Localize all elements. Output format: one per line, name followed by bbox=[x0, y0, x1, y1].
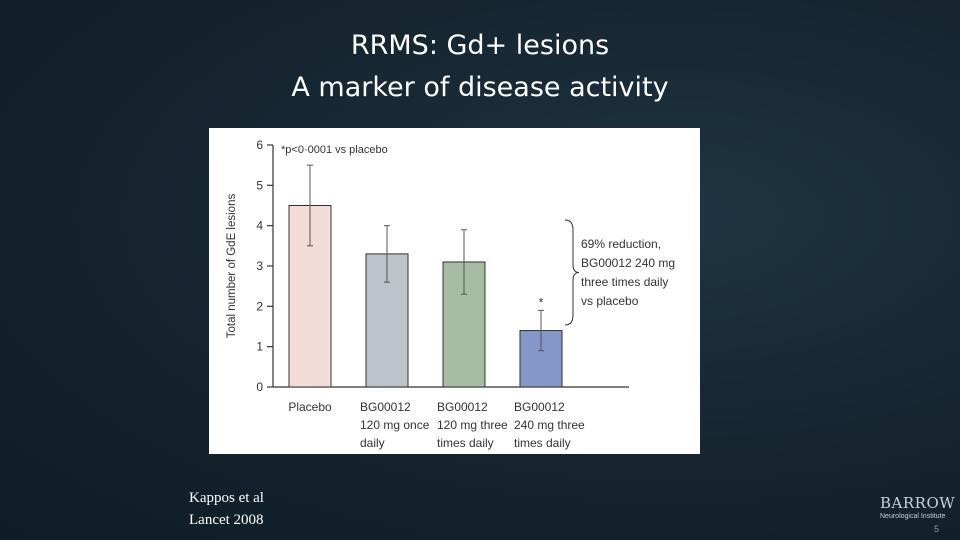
logo-brand-text: BARROW bbox=[880, 494, 956, 512]
x-category-label: times daily bbox=[514, 436, 571, 450]
x-category-label: 120 mg three bbox=[437, 418, 508, 432]
reduction-brace bbox=[564, 219, 580, 326]
x-category-label: times daily bbox=[437, 436, 494, 450]
barrow-logo: BARROW Neurological Institute bbox=[880, 494, 956, 534]
citation-author: Kappos et al bbox=[189, 490, 264, 506]
x-category-label: 240 mg three bbox=[514, 418, 585, 432]
slide-title-line2: A marker of disease activity bbox=[291, 72, 669, 103]
x-category-label: BG00012 bbox=[437, 400, 488, 414]
citation-journal: Lancet 2008 bbox=[189, 512, 264, 528]
logo-sub-text: Neurological Institute bbox=[880, 513, 946, 520]
slide-title-line1: RRMS: Gd+ lesions bbox=[350, 30, 610, 61]
x-category-label: daily bbox=[360, 436, 385, 450]
p-value-annotation: *p<0·0001 vs placebo bbox=[281, 144, 388, 156]
bar-chart: 0 1 2 3 4 5 6 Total number of GdE lesions Placeb… bbox=[226, 138, 675, 450]
x-category-label: BG00012 bbox=[514, 400, 565, 414]
reduction-annotation: vs placebo bbox=[581, 294, 639, 308]
y-tick-label: 0 bbox=[256, 380, 263, 394]
bar-chart-figure: 0 1 2 3 4 5 6 Total number of GdE lesions Placeb… bbox=[209, 128, 700, 454]
reduction-annotation: three times daily bbox=[581, 275, 668, 289]
significance-marker: * bbox=[539, 295, 544, 309]
reduction-annotation: 69% reduction, bbox=[581, 237, 661, 251]
x-category-label: BG00012 bbox=[360, 400, 411, 414]
y-tick-label: 5 bbox=[256, 178, 263, 192]
x-category-label: Placebo bbox=[288, 400, 332, 414]
y-tick-label: 3 bbox=[256, 259, 263, 273]
y-tick-label: 2 bbox=[256, 299, 263, 313]
y-tick-label: 1 bbox=[256, 340, 263, 354]
reduction-annotation: BG00012 240 mg bbox=[581, 256, 675, 270]
y-axis-label: Total number of GdE lesions bbox=[226, 194, 238, 339]
y-tick-label: 6 bbox=[256, 138, 263, 152]
x-category-label: 120 mg once bbox=[360, 418, 430, 432]
y-tick-label: 4 bbox=[256, 219, 263, 233]
page-number: 5 bbox=[934, 524, 940, 534]
